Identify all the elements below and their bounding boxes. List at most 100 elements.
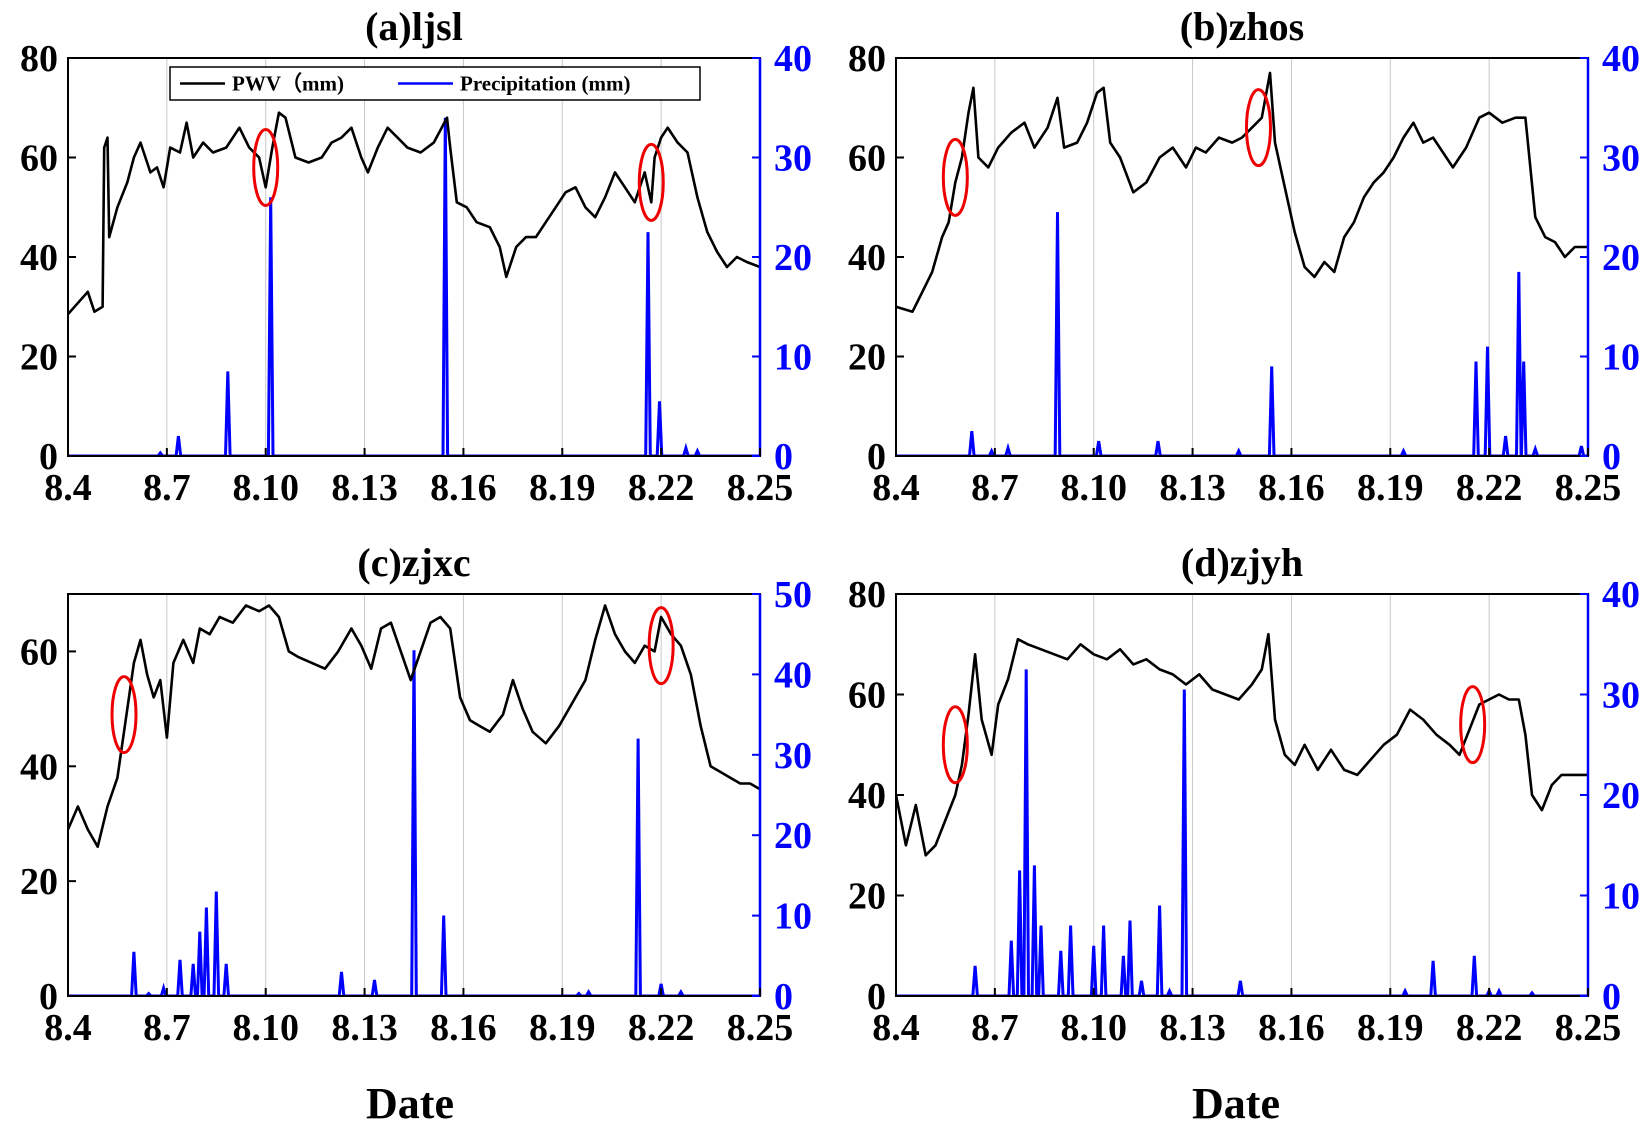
right-tick-label: 20	[774, 237, 812, 279]
left-tick-label: 80	[848, 574, 886, 616]
x-tick-label: 8.16	[1258, 467, 1325, 509]
highlight-ellipse	[110, 675, 138, 755]
right-tick-label: 50	[774, 574, 812, 616]
highlight-ellipse	[1244, 88, 1272, 168]
x-tick-label: 8.22	[1456, 467, 1523, 509]
legend-pwv-label: PWV（mm)	[232, 72, 344, 96]
chart-panel: (d)zjyh 0 20 40 60 80 0 10 20 30 40 8.4 8.7 8.10 8.13 8…	[848, 540, 1640, 1049]
right-tick-label: 10	[774, 337, 812, 379]
x-tick-label: 8.25	[1555, 1007, 1622, 1049]
left-tick-label: 60	[848, 138, 886, 180]
x-axis-label-right: Date	[1192, 1079, 1280, 1123]
right-tick-label: 40	[1602, 574, 1640, 616]
x-tick-label: 8.25	[727, 467, 794, 509]
left-tick-label: 20	[848, 876, 886, 918]
chart-title: (c)zjxc	[357, 540, 470, 585]
x-tick-label: 8.13	[331, 467, 398, 509]
x-axis-label-left: Date	[366, 1079, 454, 1123]
left-tick-label: 0	[39, 436, 58, 478]
highlight-ellipse	[1459, 685, 1487, 765]
x-tick-label: 8.22	[628, 467, 695, 509]
right-tick-label: 0	[1602, 976, 1621, 1018]
x-tick-label: 8.19	[529, 1007, 596, 1049]
legend-precip-label: Precipitation (mm)	[460, 72, 630, 96]
right-tick-label: 0	[774, 436, 793, 478]
x-tick-label: 8.4	[872, 1007, 920, 1049]
plot-frame	[895, 593, 1589, 997]
highlight-ellipse	[941, 705, 969, 785]
chart-title: (d)zjyh	[1181, 540, 1303, 585]
right-tick-label: 30	[774, 735, 812, 777]
right-tick-label: 20	[1602, 237, 1640, 279]
left-tick-label: 0	[39, 976, 58, 1018]
left-tick-label: 60	[20, 138, 58, 180]
x-tick-label: 8.19	[1357, 467, 1424, 509]
x-tick-label: 8.10	[232, 1007, 299, 1049]
x-tick-label: 8.7	[143, 1007, 191, 1049]
left-tick-label: 40	[20, 746, 58, 788]
left-tick-label: 40	[848, 775, 886, 817]
x-tick-label: 8.16	[430, 467, 497, 509]
left-tick-label: 20	[848, 337, 886, 379]
right-tick-label: 40	[1602, 38, 1640, 80]
x-tick-label: 8.13	[1159, 467, 1226, 509]
x-tick-label: 8.22	[1456, 1007, 1523, 1049]
right-tick-label: 30	[1602, 675, 1640, 717]
legend: PWV（mm) Precipitation (mm)	[169, 66, 701, 101]
x-tick-label: 8.25	[727, 1007, 794, 1049]
left-tick-label: 80	[20, 38, 58, 80]
x-tick-label: 8.4	[44, 467, 92, 509]
chart-panel: (b)zhos 0 20 40 60 80 0 10 20 30 40 8.4 8.7 8.10 8.13 8…	[848, 4, 1640, 509]
x-tick-label: 8.7	[971, 1007, 1019, 1049]
plot-frame	[67, 57, 761, 457]
left-tick-label: 40	[20, 237, 58, 279]
x-tick-label: 8.19	[529, 467, 596, 509]
left-tick-label: 60	[848, 675, 886, 717]
left-tick-label: 20	[20, 861, 58, 903]
pwv-series	[896, 71, 1588, 314]
right-tick-label: 20	[774, 815, 812, 857]
precipitation-series	[896, 212, 1588, 456]
x-tick-label: 8.4	[872, 467, 920, 509]
chart-title: (b)zhos	[1180, 4, 1304, 49]
precipitation-series	[68, 650, 760, 996]
left-tick-label: 0	[867, 976, 886, 1018]
right-tick-label: 30	[774, 138, 812, 180]
x-tick-label: 8.10	[232, 467, 299, 509]
highlight-ellipse	[252, 127, 280, 207]
right-tick-label: 30	[1602, 138, 1640, 180]
x-tick-label: 8.13	[331, 1007, 398, 1049]
x-tick-label: 8.13	[1159, 1007, 1226, 1049]
left-tick-label: 20	[20, 337, 58, 379]
x-tick-label: 8.4	[44, 1007, 92, 1049]
plot-frame	[895, 57, 1589, 457]
left-tick-label: 80	[848, 38, 886, 80]
x-tick-label: 8.10	[1060, 1007, 1127, 1049]
right-tick-label: 0	[774, 976, 793, 1018]
right-tick-label: 0	[1602, 436, 1621, 478]
chart-panel: (c)zjxc 0 20 40 60 0 10 20 30 40 50 8.4 8.7 8.10 8.13 8…	[20, 540, 812, 1049]
highlight-ellipse	[647, 606, 675, 686]
x-tick-label: 8.16	[1258, 1007, 1325, 1049]
right-tick-label: 20	[1602, 775, 1640, 817]
x-tick-label: 8.22	[628, 1007, 695, 1049]
chart-panel: (a)ljsl 0 20 40 60 80 0 10 20 30 40 8.4 8.7 8.10 8.13 8…	[20, 4, 812, 509]
pwv-series	[68, 111, 760, 316]
x-tick-label: 8.16	[430, 1007, 497, 1049]
highlight-ellipse	[637, 142, 665, 222]
right-tick-label: 40	[774, 38, 812, 80]
right-tick-label: 10	[1602, 876, 1640, 918]
x-tick-label: 8.25	[1555, 467, 1622, 509]
precipitation-series	[68, 117, 760, 456]
chart-title: (a)ljsl	[365, 4, 463, 49]
x-tick-label: 8.7	[971, 467, 1019, 509]
left-tick-label: 60	[20, 631, 58, 673]
x-tick-label: 8.19	[1357, 1007, 1424, 1049]
right-tick-label: 40	[774, 654, 812, 696]
right-tick-label: 10	[1602, 337, 1640, 379]
precipitation-series	[896, 669, 1588, 996]
highlight-ellipse	[941, 137, 969, 217]
right-tick-label: 10	[774, 896, 812, 938]
left-tick-label: 40	[848, 237, 886, 279]
